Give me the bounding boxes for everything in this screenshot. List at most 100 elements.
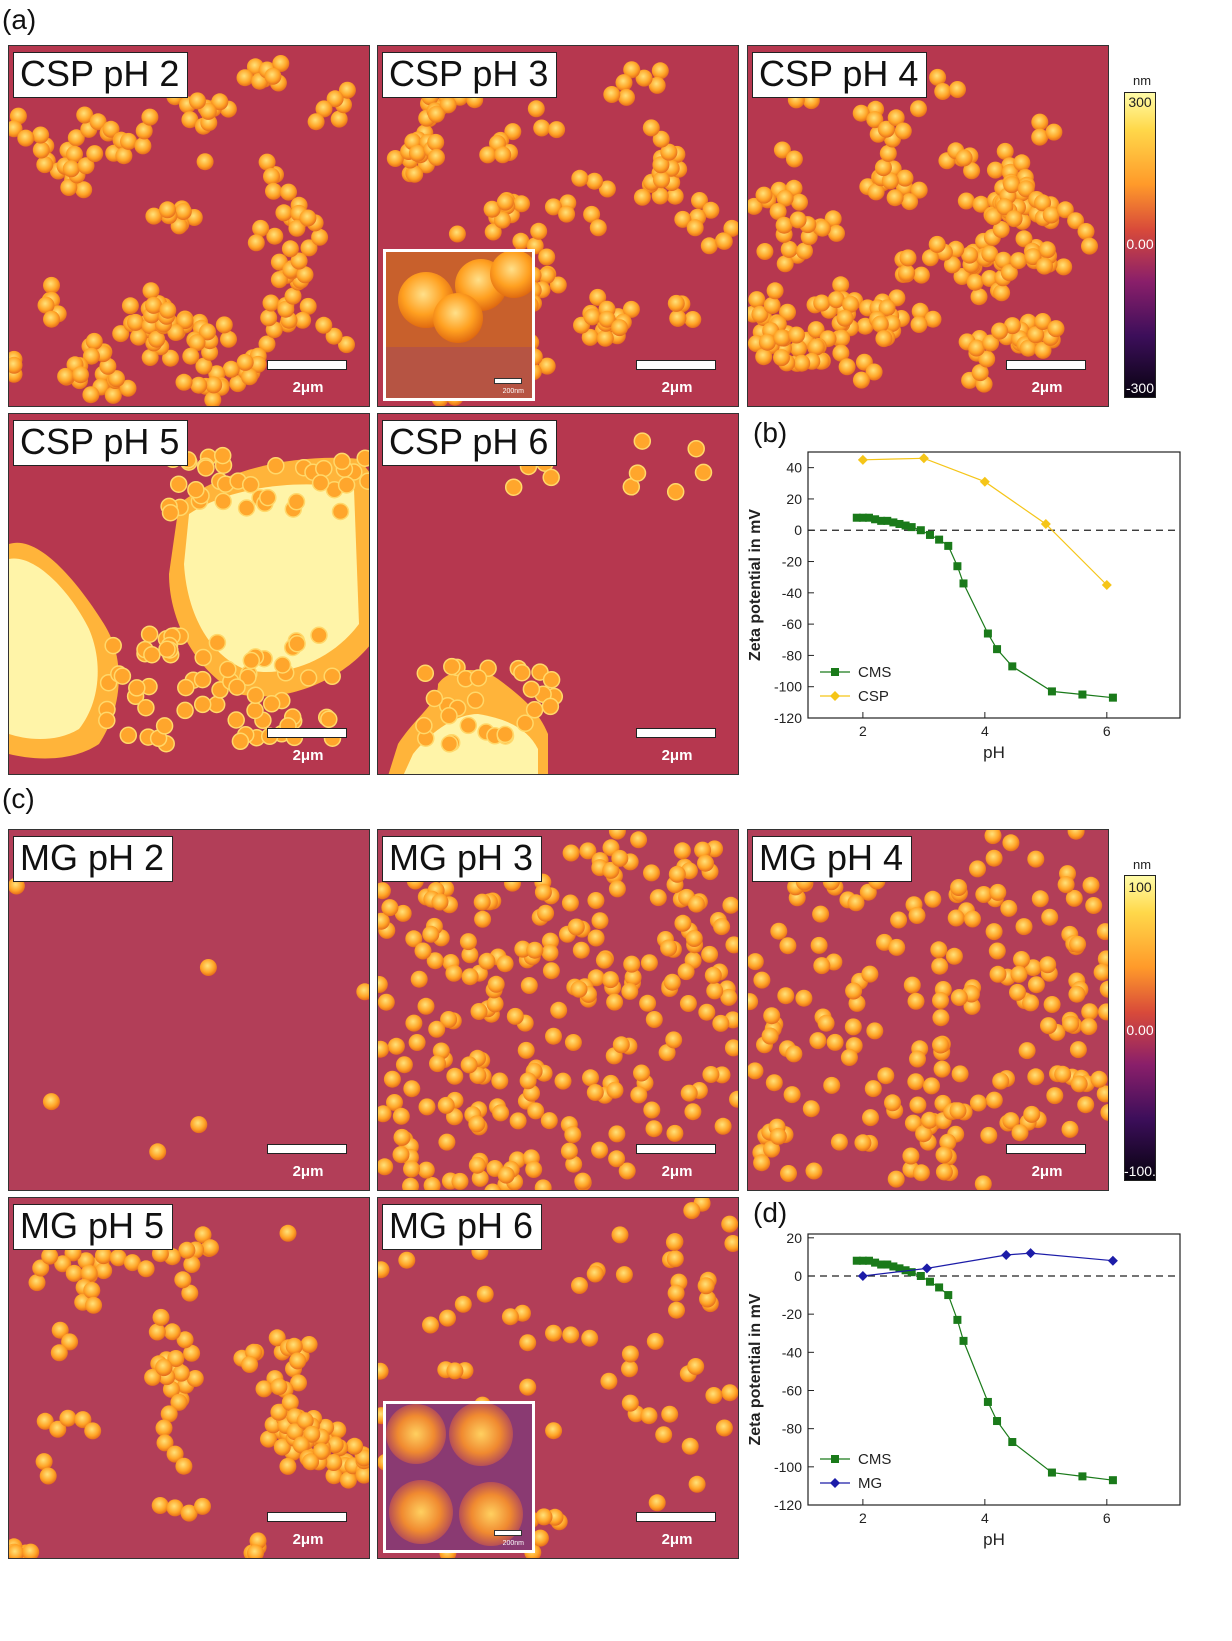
panel-label-d: (d) bbox=[753, 1197, 788, 1228]
particle bbox=[526, 941, 544, 959]
particle bbox=[877, 120, 895, 138]
zeta-chart-b: 2 4 6 40 20 0 -20 -40 -60 -80 -100 -120 pH Zeta poten… bbox=[740, 440, 1190, 770]
y-tick-label: -80 bbox=[782, 647, 802, 663]
particle bbox=[586, 1265, 604, 1283]
particle bbox=[611, 1226, 629, 1244]
particle bbox=[386, 1094, 403, 1111]
particle bbox=[714, 1117, 732, 1135]
particle bbox=[1057, 876, 1075, 894]
particle bbox=[378, 1261, 390, 1279]
particle bbox=[795, 989, 813, 1007]
particle bbox=[67, 129, 85, 147]
particle bbox=[294, 311, 312, 329]
particle bbox=[1081, 237, 1098, 255]
particle bbox=[417, 997, 435, 1015]
particle bbox=[655, 1426, 673, 1444]
particle bbox=[680, 1084, 698, 1102]
particle bbox=[667, 1284, 685, 1302]
particle bbox=[589, 219, 607, 237]
particle bbox=[545, 1027, 562, 1045]
particle bbox=[770, 922, 788, 940]
particle bbox=[211, 93, 229, 111]
particle bbox=[683, 1202, 701, 1220]
particle bbox=[187, 480, 205, 499]
particle bbox=[325, 327, 343, 345]
particle bbox=[50, 1344, 68, 1362]
particle bbox=[440, 735, 459, 753]
particle bbox=[393, 1128, 411, 1146]
particle bbox=[646, 1332, 664, 1350]
particle bbox=[666, 1250, 684, 1268]
particle bbox=[181, 111, 199, 129]
particle bbox=[852, 371, 870, 389]
particle bbox=[951, 1065, 969, 1083]
particle bbox=[513, 195, 530, 213]
particle bbox=[608, 880, 626, 898]
aggregate-field bbox=[388, 431, 713, 774]
particle bbox=[1067, 212, 1085, 230]
panel-label-b: (b) bbox=[753, 417, 788, 448]
particle bbox=[195, 357, 213, 375]
particle bbox=[807, 321, 825, 339]
particle bbox=[1042, 206, 1060, 224]
particle bbox=[427, 133, 445, 151]
particle bbox=[378, 1040, 389, 1058]
particle bbox=[1034, 313, 1052, 330]
particle bbox=[748, 197, 763, 215]
data-point-cms bbox=[889, 1262, 898, 1271]
csp-image-ph6: CSP pH 6 2μm bbox=[377, 413, 739, 775]
particle bbox=[167, 1350, 185, 1367]
particle bbox=[600, 1372, 618, 1390]
particle bbox=[791, 193, 808, 211]
particle bbox=[907, 1073, 925, 1091]
image-label: CSP pH 2 bbox=[13, 52, 189, 98]
particle bbox=[679, 995, 697, 1012]
scale-bar-label: 2μm bbox=[292, 379, 324, 396]
particle bbox=[1027, 326, 1045, 344]
particle bbox=[688, 1475, 706, 1493]
image-label: MG pH 3 bbox=[382, 836, 543, 882]
particle bbox=[633, 432, 652, 450]
particle bbox=[971, 364, 989, 382]
particle bbox=[929, 68, 947, 86]
particle bbox=[538, 267, 556, 284]
particle bbox=[468, 1115, 486, 1133]
csp-image-ph4: CSP pH 4 2μm bbox=[747, 45, 1109, 407]
particle bbox=[903, 976, 921, 994]
particle bbox=[284, 287, 302, 305]
particle bbox=[339, 1471, 357, 1489]
particle bbox=[172, 1364, 190, 1382]
y-tick-label: 40 bbox=[786, 460, 802, 476]
particle bbox=[681, 1437, 699, 1455]
particle bbox=[1003, 176, 1021, 194]
particle bbox=[277, 300, 295, 318]
particle bbox=[378, 993, 395, 1011]
particle bbox=[213, 446, 232, 465]
particle bbox=[387, 1037, 405, 1055]
particle bbox=[405, 930, 423, 948]
particle bbox=[338, 81, 356, 99]
data-point-cms bbox=[953, 562, 962, 571]
colorbar-top-mid: 0.00 bbox=[1126, 236, 1154, 252]
particle bbox=[51, 1321, 69, 1339]
particle bbox=[777, 987, 795, 1005]
particle bbox=[721, 1215, 738, 1233]
particle bbox=[807, 338, 825, 356]
particle bbox=[1000, 264, 1018, 282]
particle bbox=[924, 890, 942, 908]
particle bbox=[288, 219, 306, 237]
particle bbox=[813, 219, 831, 237]
particle bbox=[817, 1014, 835, 1032]
particle-field bbox=[9, 55, 356, 406]
particle bbox=[258, 335, 276, 353]
particle bbox=[879, 144, 897, 162]
particle bbox=[538, 248, 556, 266]
image-label: MG pH 6 bbox=[382, 1204, 543, 1250]
particle bbox=[611, 319, 628, 337]
scale-bar bbox=[636, 1512, 716, 1522]
particle bbox=[66, 145, 83, 163]
image-label: CSP pH 6 bbox=[382, 420, 558, 466]
particle bbox=[574, 1172, 592, 1190]
particle bbox=[608, 830, 626, 840]
particle bbox=[42, 1093, 60, 1111]
